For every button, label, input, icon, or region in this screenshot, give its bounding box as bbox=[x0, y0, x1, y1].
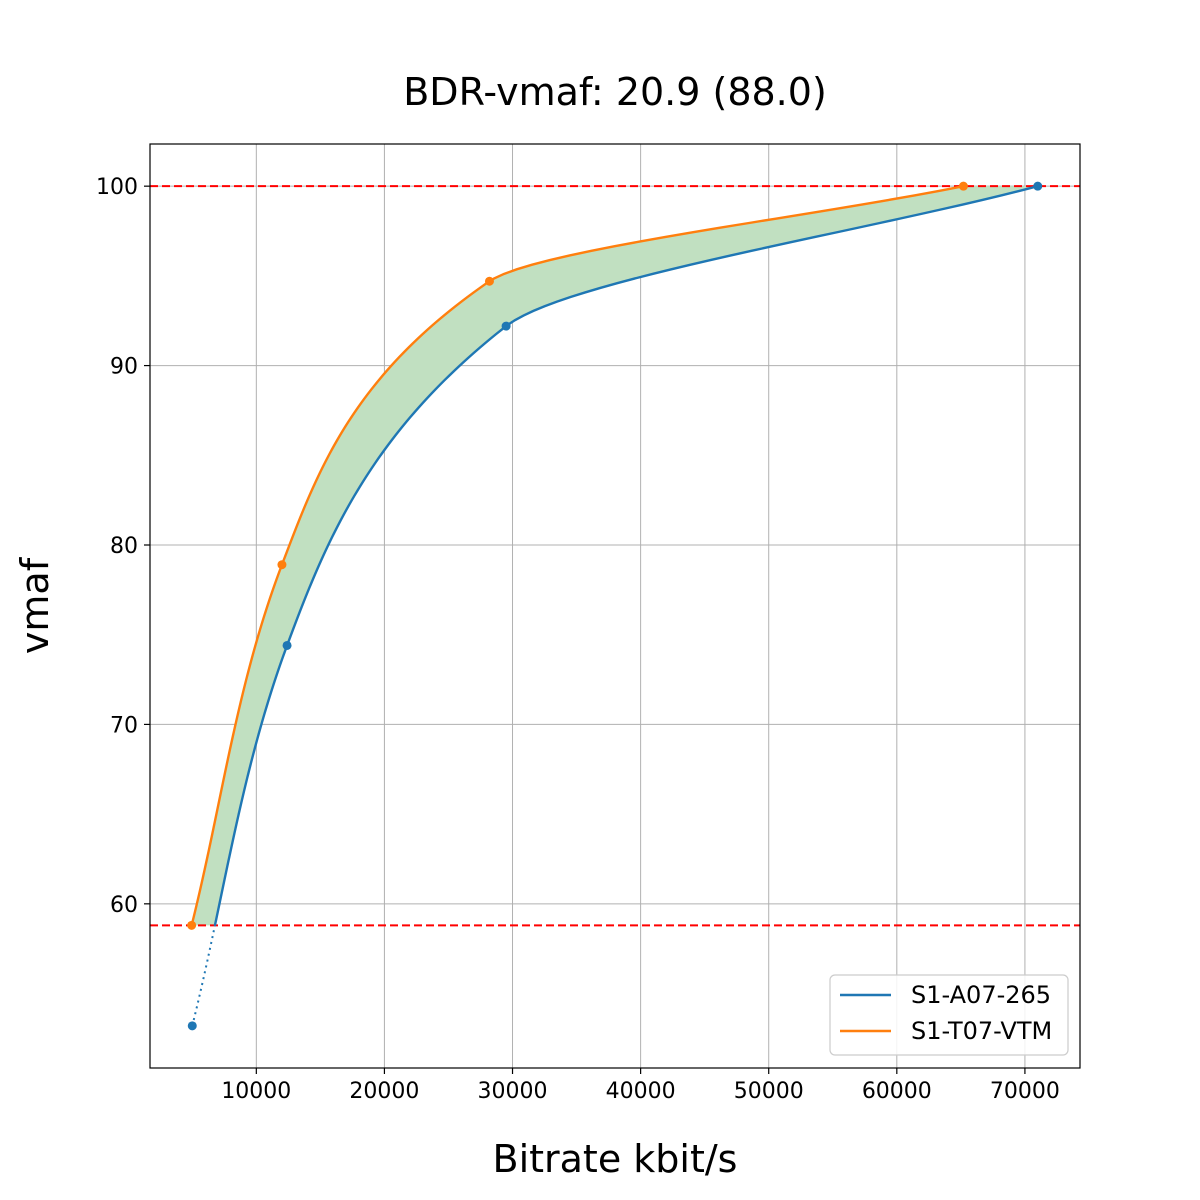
series-extrapolation-1 bbox=[191, 925, 216, 1027]
data-point-series-1 bbox=[501, 321, 511, 331]
data-point-series-1 bbox=[282, 640, 292, 650]
x-axis-label: Bitrate kbit/s bbox=[493, 1137, 738, 1181]
x-tick-label: 70000 bbox=[990, 1079, 1060, 1104]
plot-frame bbox=[149, 143, 1081, 1069]
legend-label-series-1: S1-A07-265 bbox=[911, 981, 1051, 1009]
y-tick-label: 60 bbox=[110, 893, 138, 918]
series-line-1 bbox=[213, 185, 1039, 926]
fill-area-layer bbox=[191, 186, 1038, 926]
y-tick-label: 70 bbox=[110, 713, 138, 738]
data-point-series-2 bbox=[277, 560, 287, 570]
x-tick-label: 50000 bbox=[734, 1079, 804, 1104]
x-axis-ticks: 10000 20000 30000 40000 50000 60000 70000 bbox=[221, 1068, 1060, 1104]
legend-label-series-2: S1-T07-VTM bbox=[911, 1017, 1052, 1045]
reference-lines-layer bbox=[150, 185, 1080, 927]
data-point-series-1 bbox=[1033, 181, 1043, 191]
series-line-2 bbox=[190, 184, 964, 926]
y-axis-label: vmaf bbox=[13, 556, 57, 654]
x-tick-label: 60000 bbox=[862, 1079, 932, 1104]
data-point-series-1 bbox=[187, 1021, 197, 1031]
data-point-series-2 bbox=[958, 181, 968, 191]
series-layer bbox=[187, 181, 1043, 1031]
y-tick-label: 100 bbox=[96, 175, 138, 200]
x-tick-label: 20000 bbox=[349, 1079, 419, 1104]
x-tick-label: 30000 bbox=[478, 1079, 548, 1104]
data-point-series-2 bbox=[187, 920, 197, 930]
chart-title: BDR-vmaf: 20.9 (88.0) bbox=[403, 70, 827, 114]
x-tick-label: 40000 bbox=[606, 1079, 676, 1104]
x-tick-label: 10000 bbox=[221, 1079, 291, 1104]
data-point-series-2 bbox=[484, 276, 494, 286]
legend: S1-A07-265 S1-T07-VTM bbox=[829, 974, 1069, 1056]
bdr-fill-area bbox=[191, 186, 1038, 926]
y-tick-label: 80 bbox=[110, 534, 138, 559]
y-axis-ticks: 60 70 80 90 100 bbox=[96, 175, 150, 918]
y-tick-label: 90 bbox=[110, 355, 138, 380]
